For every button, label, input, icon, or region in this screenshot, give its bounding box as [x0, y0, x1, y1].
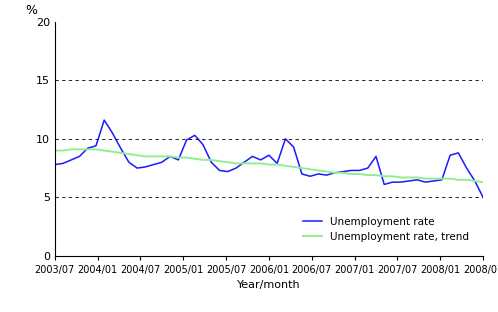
- Unemployment rate: [439, 178, 445, 182]
- Unemployment rate: [101, 118, 107, 122]
- Unemployment rate: [52, 163, 58, 167]
- Unemployment rate: [175, 158, 181, 162]
- Unemployment rate: [307, 174, 313, 178]
- Unemployment rate, trend: [307, 167, 313, 171]
- Unemployment rate: [389, 180, 395, 184]
- Line: Unemployment rate: Unemployment rate: [55, 120, 483, 197]
- Unemployment rate, trend: [332, 171, 338, 175]
- Unemployment rate, trend: [68, 148, 74, 151]
- Unemployment rate: [315, 172, 321, 176]
- Unemployment rate: [480, 195, 486, 199]
- Unemployment rate: [332, 171, 338, 175]
- Unemployment rate, trend: [315, 168, 321, 172]
- Unemployment rate, trend: [480, 180, 486, 184]
- Line: Unemployment rate, trend: Unemployment rate, trend: [55, 149, 483, 182]
- Unemployment rate, trend: [389, 174, 395, 178]
- Unemployment rate, trend: [439, 177, 445, 180]
- X-axis label: Year/month: Year/month: [237, 280, 301, 290]
- Unemployment rate, trend: [52, 149, 58, 152]
- Text: %: %: [25, 4, 37, 17]
- Unemployment rate, trend: [175, 156, 181, 159]
- Legend: Unemployment rate, Unemployment rate, trend: Unemployment rate, Unemployment rate, tr…: [299, 213, 474, 246]
